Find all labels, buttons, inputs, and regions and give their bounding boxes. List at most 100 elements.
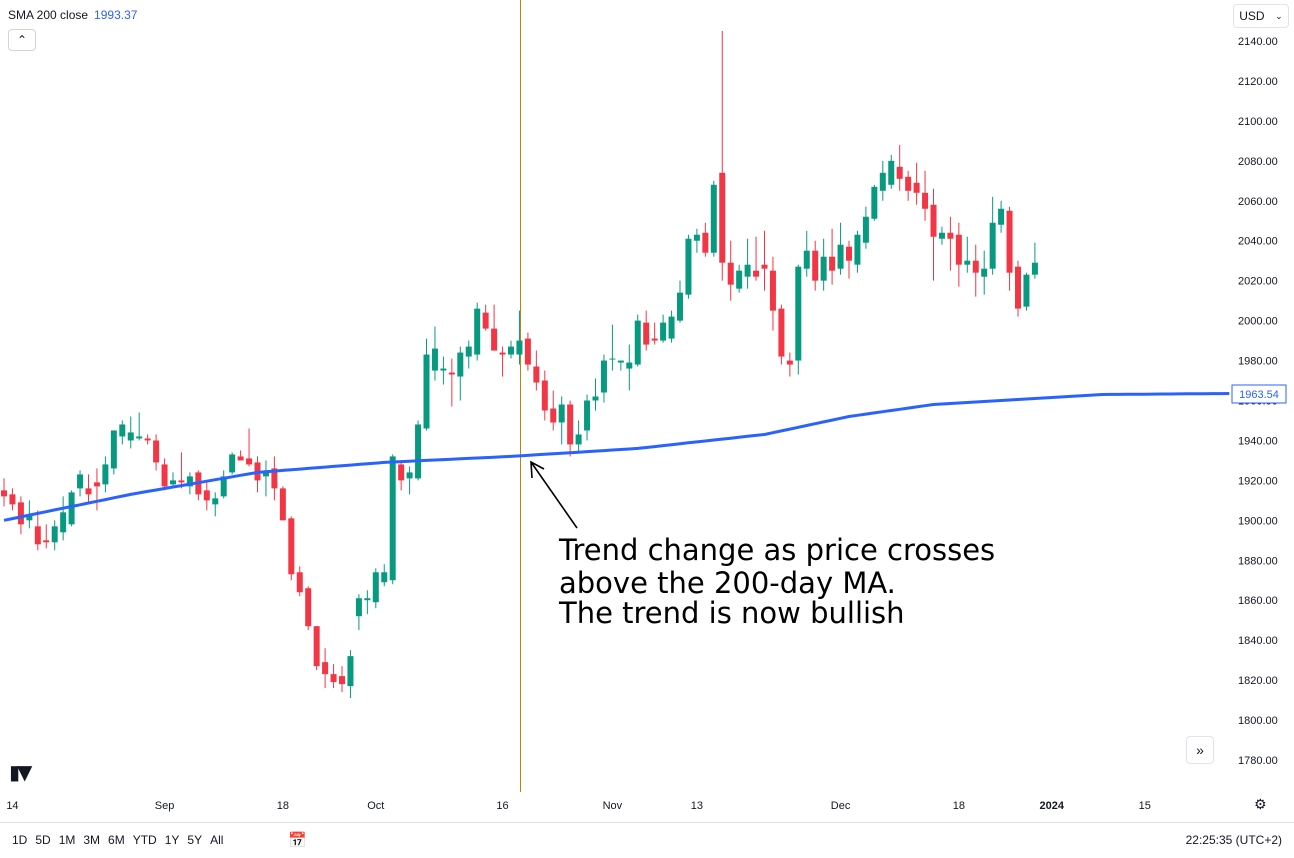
candle-body xyxy=(634,320,641,365)
candle-body xyxy=(237,456,244,461)
price-tick-label: 1780.00 xyxy=(1238,755,1278,767)
calendar-icon[interactable]: 📅 xyxy=(288,832,307,849)
candle-body xyxy=(229,454,236,473)
candle-body xyxy=(693,234,700,241)
candle xyxy=(136,412,143,441)
candle xyxy=(499,346,506,377)
candle xyxy=(803,230,810,277)
price-tick-label: 1920.00 xyxy=(1238,475,1278,487)
candle-body xyxy=(279,488,286,521)
candle xyxy=(727,240,734,301)
candle-body xyxy=(220,476,227,497)
candle xyxy=(930,188,937,281)
candle xyxy=(1015,260,1021,317)
double-chevron-right-icon: » xyxy=(1196,742,1204,758)
candle-body xyxy=(339,676,345,685)
indicator-legend[interactable]: SMA 200 close 1993.37 xyxy=(8,8,137,22)
candle-body xyxy=(440,368,447,371)
candle xyxy=(313,626,320,671)
chart-canvas[interactable]: 1780.00 1800.00 1820.00 1840.00 1860.00 1880.… xyxy=(0,0,1294,822)
candle-body xyxy=(955,234,962,265)
candle-body xyxy=(389,456,396,581)
candle xyxy=(279,486,286,521)
candle xyxy=(102,456,109,493)
price-tick-label: 2060.00 xyxy=(1238,196,1278,208)
time-tick-label: Dec xyxy=(831,800,851,812)
time-range-all[interactable]: All xyxy=(210,833,224,847)
candle xyxy=(862,206,869,249)
candle-body xyxy=(795,266,802,361)
candle-body xyxy=(846,246,852,261)
time-range-1m[interactable]: 1M xyxy=(58,833,76,847)
candle xyxy=(617,360,624,371)
time-range-ytd[interactable]: YTD xyxy=(132,833,157,847)
annotation-line-1: Trend change as price crosses xyxy=(558,533,995,567)
chevron-down-icon: ⌄ xyxy=(1275,10,1283,21)
candle xyxy=(220,470,227,499)
time-range-3m[interactable]: 3M xyxy=(83,833,101,847)
candle xyxy=(77,470,84,497)
candle xyxy=(1031,242,1038,279)
collapse-legend-button[interactable]: ⌃ xyxy=(8,29,36,51)
candle xyxy=(195,470,202,501)
scroll-to-realtime-button[interactable]: » xyxy=(1186,736,1214,764)
candle xyxy=(372,568,379,609)
candle xyxy=(305,586,312,631)
time-range-5y[interactable]: 5Y xyxy=(187,833,203,847)
gear-icon[interactable]: ⚙ xyxy=(1254,796,1267,812)
candle xyxy=(1023,272,1030,311)
currency-selector[interactable]: USD ⌄ xyxy=(1233,4,1289,28)
annotation-arrow xyxy=(530,460,578,529)
candle xyxy=(178,452,185,489)
candle xyxy=(947,216,954,271)
price-tick-label: 2120.00 xyxy=(1238,76,1278,88)
candle-body xyxy=(119,424,126,437)
candle xyxy=(837,222,844,275)
candle xyxy=(474,302,481,361)
candle xyxy=(406,466,413,495)
candle-body xyxy=(533,366,540,383)
candle xyxy=(989,196,996,275)
candle-body xyxy=(77,474,84,489)
candle xyxy=(955,222,962,287)
candle-body xyxy=(170,480,176,485)
candle-body xyxy=(305,588,312,627)
candle-body xyxy=(508,346,514,355)
candle xyxy=(677,280,683,323)
time-range-6m[interactable]: 6M xyxy=(108,833,125,847)
time-tick-label: 13 xyxy=(691,800,703,812)
candle-body xyxy=(347,656,354,687)
candle-body xyxy=(550,408,557,423)
candle xyxy=(769,256,776,331)
candle-body xyxy=(203,490,210,501)
time-range-1y[interactable]: 1Y xyxy=(164,833,180,847)
candle-body xyxy=(482,312,489,329)
candle xyxy=(491,304,498,351)
price-tick-label: 1880.00 xyxy=(1238,555,1278,567)
time-range-5d[interactable]: 5D xyxy=(35,833,51,847)
candle xyxy=(516,310,523,365)
candle xyxy=(896,144,903,191)
candle-body xyxy=(499,352,506,355)
clock-readout[interactable]: 22:25:35 (UTC+2) xyxy=(1185,833,1282,847)
candle-body xyxy=(34,526,41,545)
candle-body xyxy=(60,512,67,533)
time-tick-label: Sep xyxy=(155,800,175,812)
time-range-1d[interactable]: 1D xyxy=(12,833,28,847)
candle-body xyxy=(837,244,844,269)
candle-body xyxy=(43,540,50,543)
sma-price-label-text: 1963.54 xyxy=(1239,389,1279,401)
candle-body xyxy=(938,232,945,239)
candle xyxy=(846,240,852,279)
candle xyxy=(922,170,929,221)
candle-body xyxy=(769,270,776,311)
candle-body xyxy=(947,232,954,239)
candle xyxy=(702,222,709,257)
candle-body xyxy=(584,400,591,431)
candle-body xyxy=(727,262,734,285)
time-tick-label: 18 xyxy=(277,800,289,812)
candle xyxy=(719,31,726,281)
candle-body xyxy=(26,514,33,521)
candle-body xyxy=(1,490,7,497)
candle xyxy=(550,390,557,431)
